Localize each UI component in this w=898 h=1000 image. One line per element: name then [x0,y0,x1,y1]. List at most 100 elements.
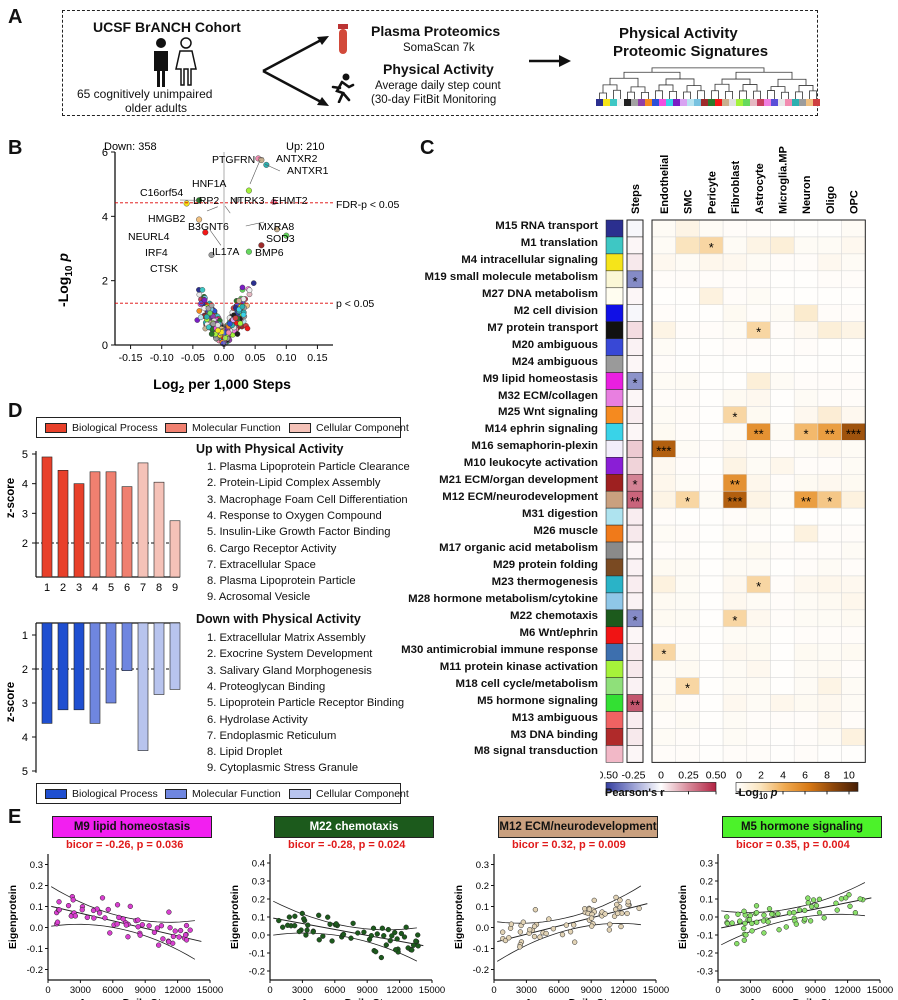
sample-point [166,939,172,945]
fit-line [497,903,648,943]
module-color-swatch [687,99,694,106]
module-name: M11 protein kinase activation [439,660,598,673]
p-colorbar [735,782,859,792]
r-tick-label: -0.50 [600,769,618,781]
heat-cell [817,304,842,322]
sample-point [155,942,162,948]
heat-cell [722,507,748,526]
heat-cell [651,677,676,695]
sample-point [329,938,335,944]
sample-point [742,920,748,927]
scatter-y-tick-label: 0.1 [252,913,265,924]
sample-point [589,923,595,929]
sample-point [401,934,408,940]
heat-cell [699,423,724,441]
module-color [605,236,624,255]
sample-point [125,934,131,940]
sample-point [84,914,90,921]
heat-cell [746,253,771,272]
heat-cell [722,389,748,407]
sample-point [857,896,863,902]
module-color [605,541,624,560]
heat-cell [793,575,819,594]
sample-point [305,922,311,928]
scatter-y-tick-label: 0.2 [252,895,265,906]
dendrogram-branch [721,78,751,85]
sample-point [741,908,747,914]
heat-cell [817,711,842,729]
scatter-x-tick-label: 0 [491,985,496,996]
module-color-swatch [708,99,715,106]
scatter-y-tick-label: -0.1 [27,944,43,955]
sample-point [546,916,552,922]
legend-down-cc: Cellular Component [289,788,409,800]
up-y-tick-label: 3 [22,508,28,520]
scatter-y-label: Eigenprotein [7,885,19,949]
scatter-x-tick-label: 6000 [102,985,123,996]
heat-cell [770,575,795,594]
sample-point [834,907,840,913]
module-color-swatch [806,99,813,106]
sample-point [766,906,773,912]
down-y-tick-label: 1 [22,630,28,642]
sample-point [137,932,143,938]
sample-point [387,938,393,944]
volcano-xlabel: Log2 per 1,000 Steps [153,376,291,396]
sample-point [816,910,823,916]
protein-point [215,327,221,334]
cell-type-header: Microglia.MP [778,146,790,214]
heat-cell [793,372,819,390]
x-tick-label: 0.10 [276,352,297,364]
protein-point [199,287,206,293]
sample-point [607,921,613,927]
cell-type-header: Fibroblast [730,160,742,214]
heat-cell [722,423,748,441]
heat-cell [675,592,700,611]
p-tick-label: 4 [780,769,786,781]
module-name: M1 translation [520,236,598,249]
heat-cell [722,728,748,746]
heat-cell [746,609,771,628]
up-term: 6. Cargo Receptor Activity [207,542,337,555]
down-y-tick-label: 4 [22,732,28,744]
sample-point [810,897,817,903]
heat-cell [841,507,866,526]
sample-point [96,910,103,916]
up-term: 4. Response to Oxygen Compound [207,509,382,522]
heat-cell [841,321,866,339]
sample-point [316,912,322,918]
heat-cell [722,457,748,475]
sample-point [636,905,642,912]
module-color [605,609,624,628]
sample-point [602,911,608,917]
sample-point [415,943,421,949]
heat-cell [793,355,819,373]
heat-cell [722,236,748,255]
heat-cell [722,270,748,289]
heat-cell [770,558,795,577]
heat-cell [651,745,676,763]
heat-cell [770,236,795,255]
heat-cell [817,626,842,644]
sample-point [741,937,747,943]
p-tick-label: 0 [736,769,742,781]
r-tick-label: 0.25 [678,769,699,781]
heat-cell [651,423,676,441]
protein-point [198,314,204,321]
heat-cell [817,643,842,661]
gene-label: PTGFRN [212,154,255,166]
heat-cell [722,440,748,458]
up-bar [89,471,101,578]
scatter-y-label: Eigenprotein [453,885,465,949]
module-color [605,338,624,356]
module-name: M27 DNA metabolism [481,287,598,300]
module-color [605,575,624,594]
scatter-y-tick-label: -0.1 [697,931,713,942]
module-color [605,270,624,289]
sample-point [299,910,305,917]
sample-point [617,897,623,903]
y-tick-label: 2 [102,276,108,288]
heat-cell [841,219,866,238]
protein-point [283,232,290,239]
